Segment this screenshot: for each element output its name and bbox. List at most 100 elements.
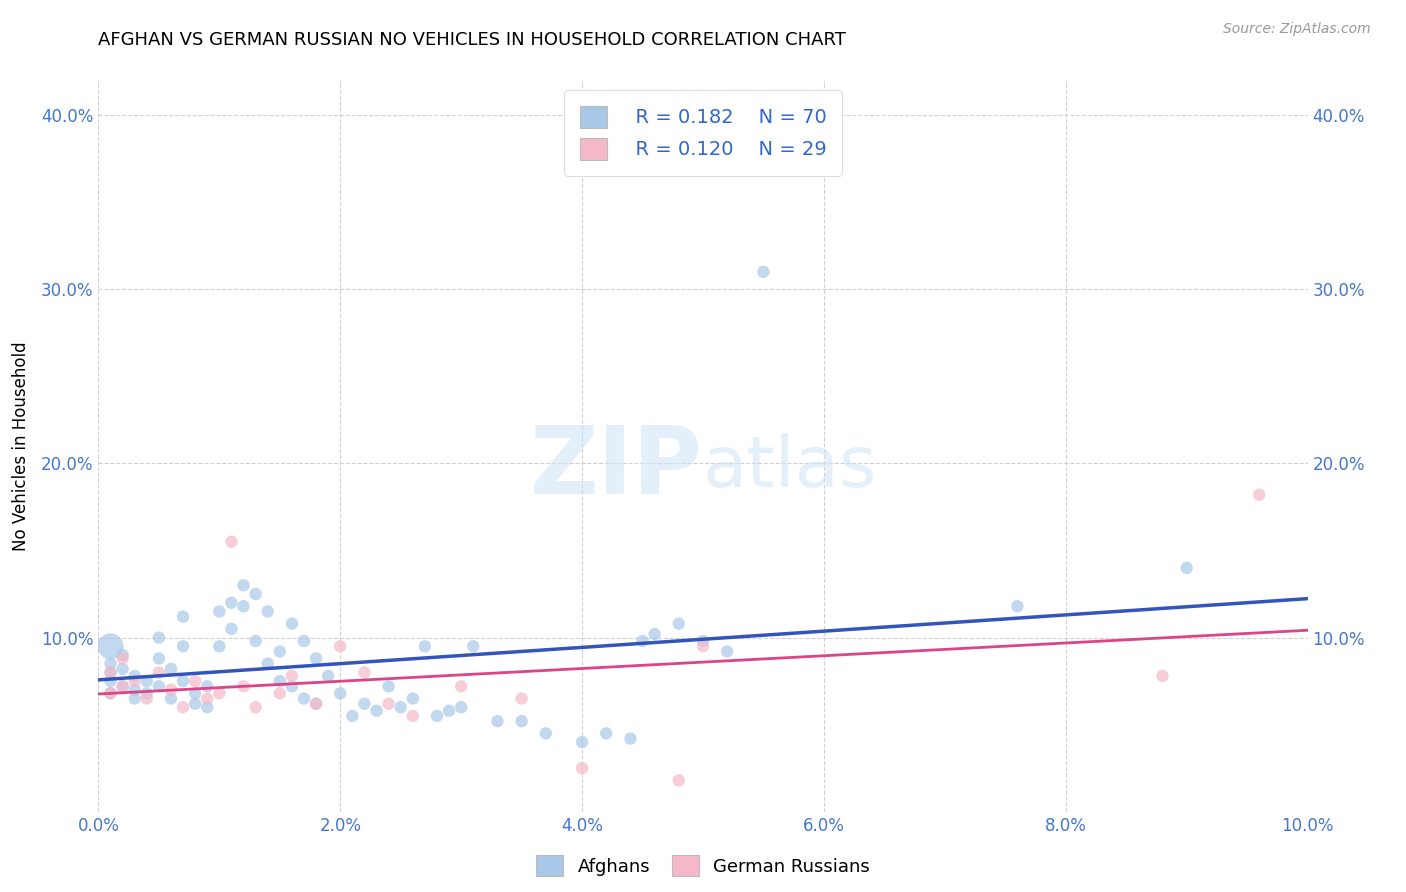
Point bbox=[245, 587, 267, 601]
Point bbox=[571, 735, 593, 749]
Point bbox=[329, 640, 352, 654]
Point bbox=[172, 700, 194, 714]
Point bbox=[100, 686, 122, 700]
Text: atlas: atlas bbox=[703, 434, 877, 502]
Point bbox=[221, 596, 243, 610]
Legend: Afghans, German Russians: Afghans, German Russians bbox=[529, 848, 877, 883]
Point bbox=[644, 627, 666, 641]
Point bbox=[124, 682, 146, 697]
Point bbox=[172, 640, 194, 654]
Point bbox=[668, 616, 690, 631]
Point bbox=[111, 648, 134, 662]
Point bbox=[195, 700, 218, 714]
Point bbox=[111, 662, 134, 676]
Point bbox=[402, 691, 425, 706]
Point bbox=[100, 686, 122, 700]
Point bbox=[292, 634, 315, 648]
Point bbox=[184, 674, 207, 689]
Point bbox=[100, 674, 122, 689]
Point bbox=[195, 691, 218, 706]
Point bbox=[1249, 488, 1271, 502]
Point bbox=[245, 634, 267, 648]
Point bbox=[486, 714, 509, 728]
Point bbox=[256, 604, 278, 618]
Point bbox=[1175, 561, 1198, 575]
Point bbox=[100, 657, 122, 671]
Point bbox=[111, 651, 134, 665]
Point bbox=[692, 640, 714, 654]
Point bbox=[437, 704, 460, 718]
Point bbox=[135, 691, 157, 706]
Point bbox=[208, 686, 231, 700]
Point bbox=[534, 726, 557, 740]
Point bbox=[305, 697, 328, 711]
Point bbox=[463, 640, 485, 654]
Point bbox=[232, 578, 254, 592]
Point bbox=[292, 691, 315, 706]
Point bbox=[413, 640, 436, 654]
Point bbox=[716, 644, 738, 658]
Point bbox=[208, 604, 231, 618]
Point bbox=[1007, 599, 1029, 614]
Point bbox=[426, 709, 449, 723]
Point bbox=[172, 609, 194, 624]
Point bbox=[184, 686, 207, 700]
Point bbox=[377, 679, 399, 693]
Point bbox=[100, 665, 122, 680]
Point bbox=[160, 662, 183, 676]
Point bbox=[172, 674, 194, 689]
Point bbox=[281, 679, 304, 693]
Point bbox=[450, 679, 472, 693]
Point bbox=[1152, 669, 1174, 683]
Point bbox=[232, 679, 254, 693]
Point bbox=[232, 599, 254, 614]
Point bbox=[305, 651, 328, 665]
Point bbox=[135, 674, 157, 689]
Point bbox=[124, 691, 146, 706]
Point bbox=[619, 731, 641, 746]
Point bbox=[135, 686, 157, 700]
Text: ZIP: ZIP bbox=[530, 422, 703, 514]
Point bbox=[269, 686, 291, 700]
Point bbox=[353, 697, 375, 711]
Point bbox=[195, 679, 218, 693]
Point bbox=[148, 665, 170, 680]
Point bbox=[366, 704, 388, 718]
Point bbox=[353, 665, 375, 680]
Point bbox=[100, 665, 122, 680]
Point bbox=[269, 644, 291, 658]
Point bbox=[281, 669, 304, 683]
Point bbox=[184, 697, 207, 711]
Point bbox=[281, 616, 304, 631]
Point bbox=[668, 773, 690, 788]
Point bbox=[595, 726, 617, 740]
Point bbox=[148, 651, 170, 665]
Point bbox=[571, 761, 593, 775]
Point bbox=[124, 669, 146, 683]
Point bbox=[160, 691, 183, 706]
Text: AFGHAN VS GERMAN RUSSIAN NO VEHICLES IN HOUSEHOLD CORRELATION CHART: AFGHAN VS GERMAN RUSSIAN NO VEHICLES IN … bbox=[98, 31, 846, 49]
Point bbox=[221, 534, 243, 549]
Point bbox=[124, 674, 146, 689]
Y-axis label: No Vehicles in Household: No Vehicles in Household bbox=[11, 341, 30, 551]
Point bbox=[450, 700, 472, 714]
Point bbox=[148, 631, 170, 645]
Point bbox=[510, 714, 533, 728]
Point bbox=[402, 709, 425, 723]
Point bbox=[510, 691, 533, 706]
Point bbox=[160, 682, 183, 697]
Point bbox=[208, 640, 231, 654]
Point bbox=[329, 686, 352, 700]
Point bbox=[269, 674, 291, 689]
Point bbox=[148, 679, 170, 693]
Point bbox=[692, 634, 714, 648]
Point bbox=[111, 679, 134, 693]
Point bbox=[316, 669, 339, 683]
Point bbox=[305, 697, 328, 711]
Point bbox=[256, 657, 278, 671]
Point bbox=[221, 622, 243, 636]
Point bbox=[389, 700, 412, 714]
Point bbox=[100, 640, 122, 654]
Point bbox=[631, 634, 654, 648]
Point bbox=[342, 709, 364, 723]
